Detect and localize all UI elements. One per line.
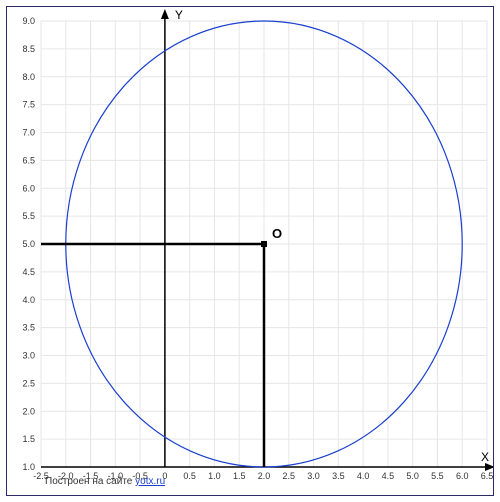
svg-text:1.0: 1.0 (208, 471, 221, 481)
svg-text:Y: Y (175, 8, 183, 22)
svg-text:2.5: 2.5 (22, 378, 35, 388)
svg-text:9.0: 9.0 (22, 16, 35, 26)
svg-text:3.0: 3.0 (22, 351, 35, 361)
svg-text:4.0: 4.0 (22, 295, 35, 305)
svg-text:2.5: 2.5 (283, 471, 296, 481)
svg-text:3.5: 3.5 (22, 323, 35, 333)
svg-text:6.5: 6.5 (481, 471, 493, 481)
svg-text:3.0: 3.0 (307, 471, 320, 481)
svg-text:4.5: 4.5 (382, 471, 395, 481)
svg-text:1.0: 1.0 (22, 462, 35, 472)
svg-text:5.5: 5.5 (431, 471, 444, 481)
plot-svg: -2.5-2.0-1.5-1.0-0.500.51.01.52.02.53.03… (7, 7, 493, 495)
svg-text:4.5: 4.5 (22, 267, 35, 277)
chart-container: -2.5-2.0-1.5-1.0-0.500.51.01.52.02.53.03… (0, 0, 500, 502)
svg-text:4.0: 4.0 (357, 471, 370, 481)
svg-text:7.0: 7.0 (22, 128, 35, 138)
svg-text:6.0: 6.0 (22, 183, 35, 193)
svg-text:8.0: 8.0 (22, 72, 35, 82)
attribution-link[interactable]: yotx.ru (135, 476, 165, 487)
svg-text:0.5: 0.5 (183, 471, 196, 481)
svg-text:6.0: 6.0 (456, 471, 469, 481)
svg-text:8.5: 8.5 (22, 44, 35, 54)
svg-text:X: X (481, 450, 489, 464)
svg-text:6.5: 6.5 (22, 155, 35, 165)
svg-text:5.0: 5.0 (22, 239, 35, 249)
svg-text:5.0: 5.0 (406, 471, 419, 481)
svg-text:2.0: 2.0 (22, 406, 35, 416)
attribution-prefix: Построен на сайте (45, 476, 135, 487)
attribution: Построен на сайте yotx.ru (45, 476, 165, 487)
svg-text:2.0: 2.0 (258, 471, 271, 481)
svg-text:1.5: 1.5 (22, 434, 35, 444)
chart-frame: -2.5-2.0-1.5-1.0-0.500.51.01.52.02.53.03… (6, 6, 494, 496)
svg-text:7.5: 7.5 (22, 100, 35, 110)
svg-text:3.5: 3.5 (332, 471, 345, 481)
svg-text:1.5: 1.5 (233, 471, 246, 481)
svg-text:O: O (272, 226, 282, 241)
svg-text:5.5: 5.5 (22, 211, 35, 221)
